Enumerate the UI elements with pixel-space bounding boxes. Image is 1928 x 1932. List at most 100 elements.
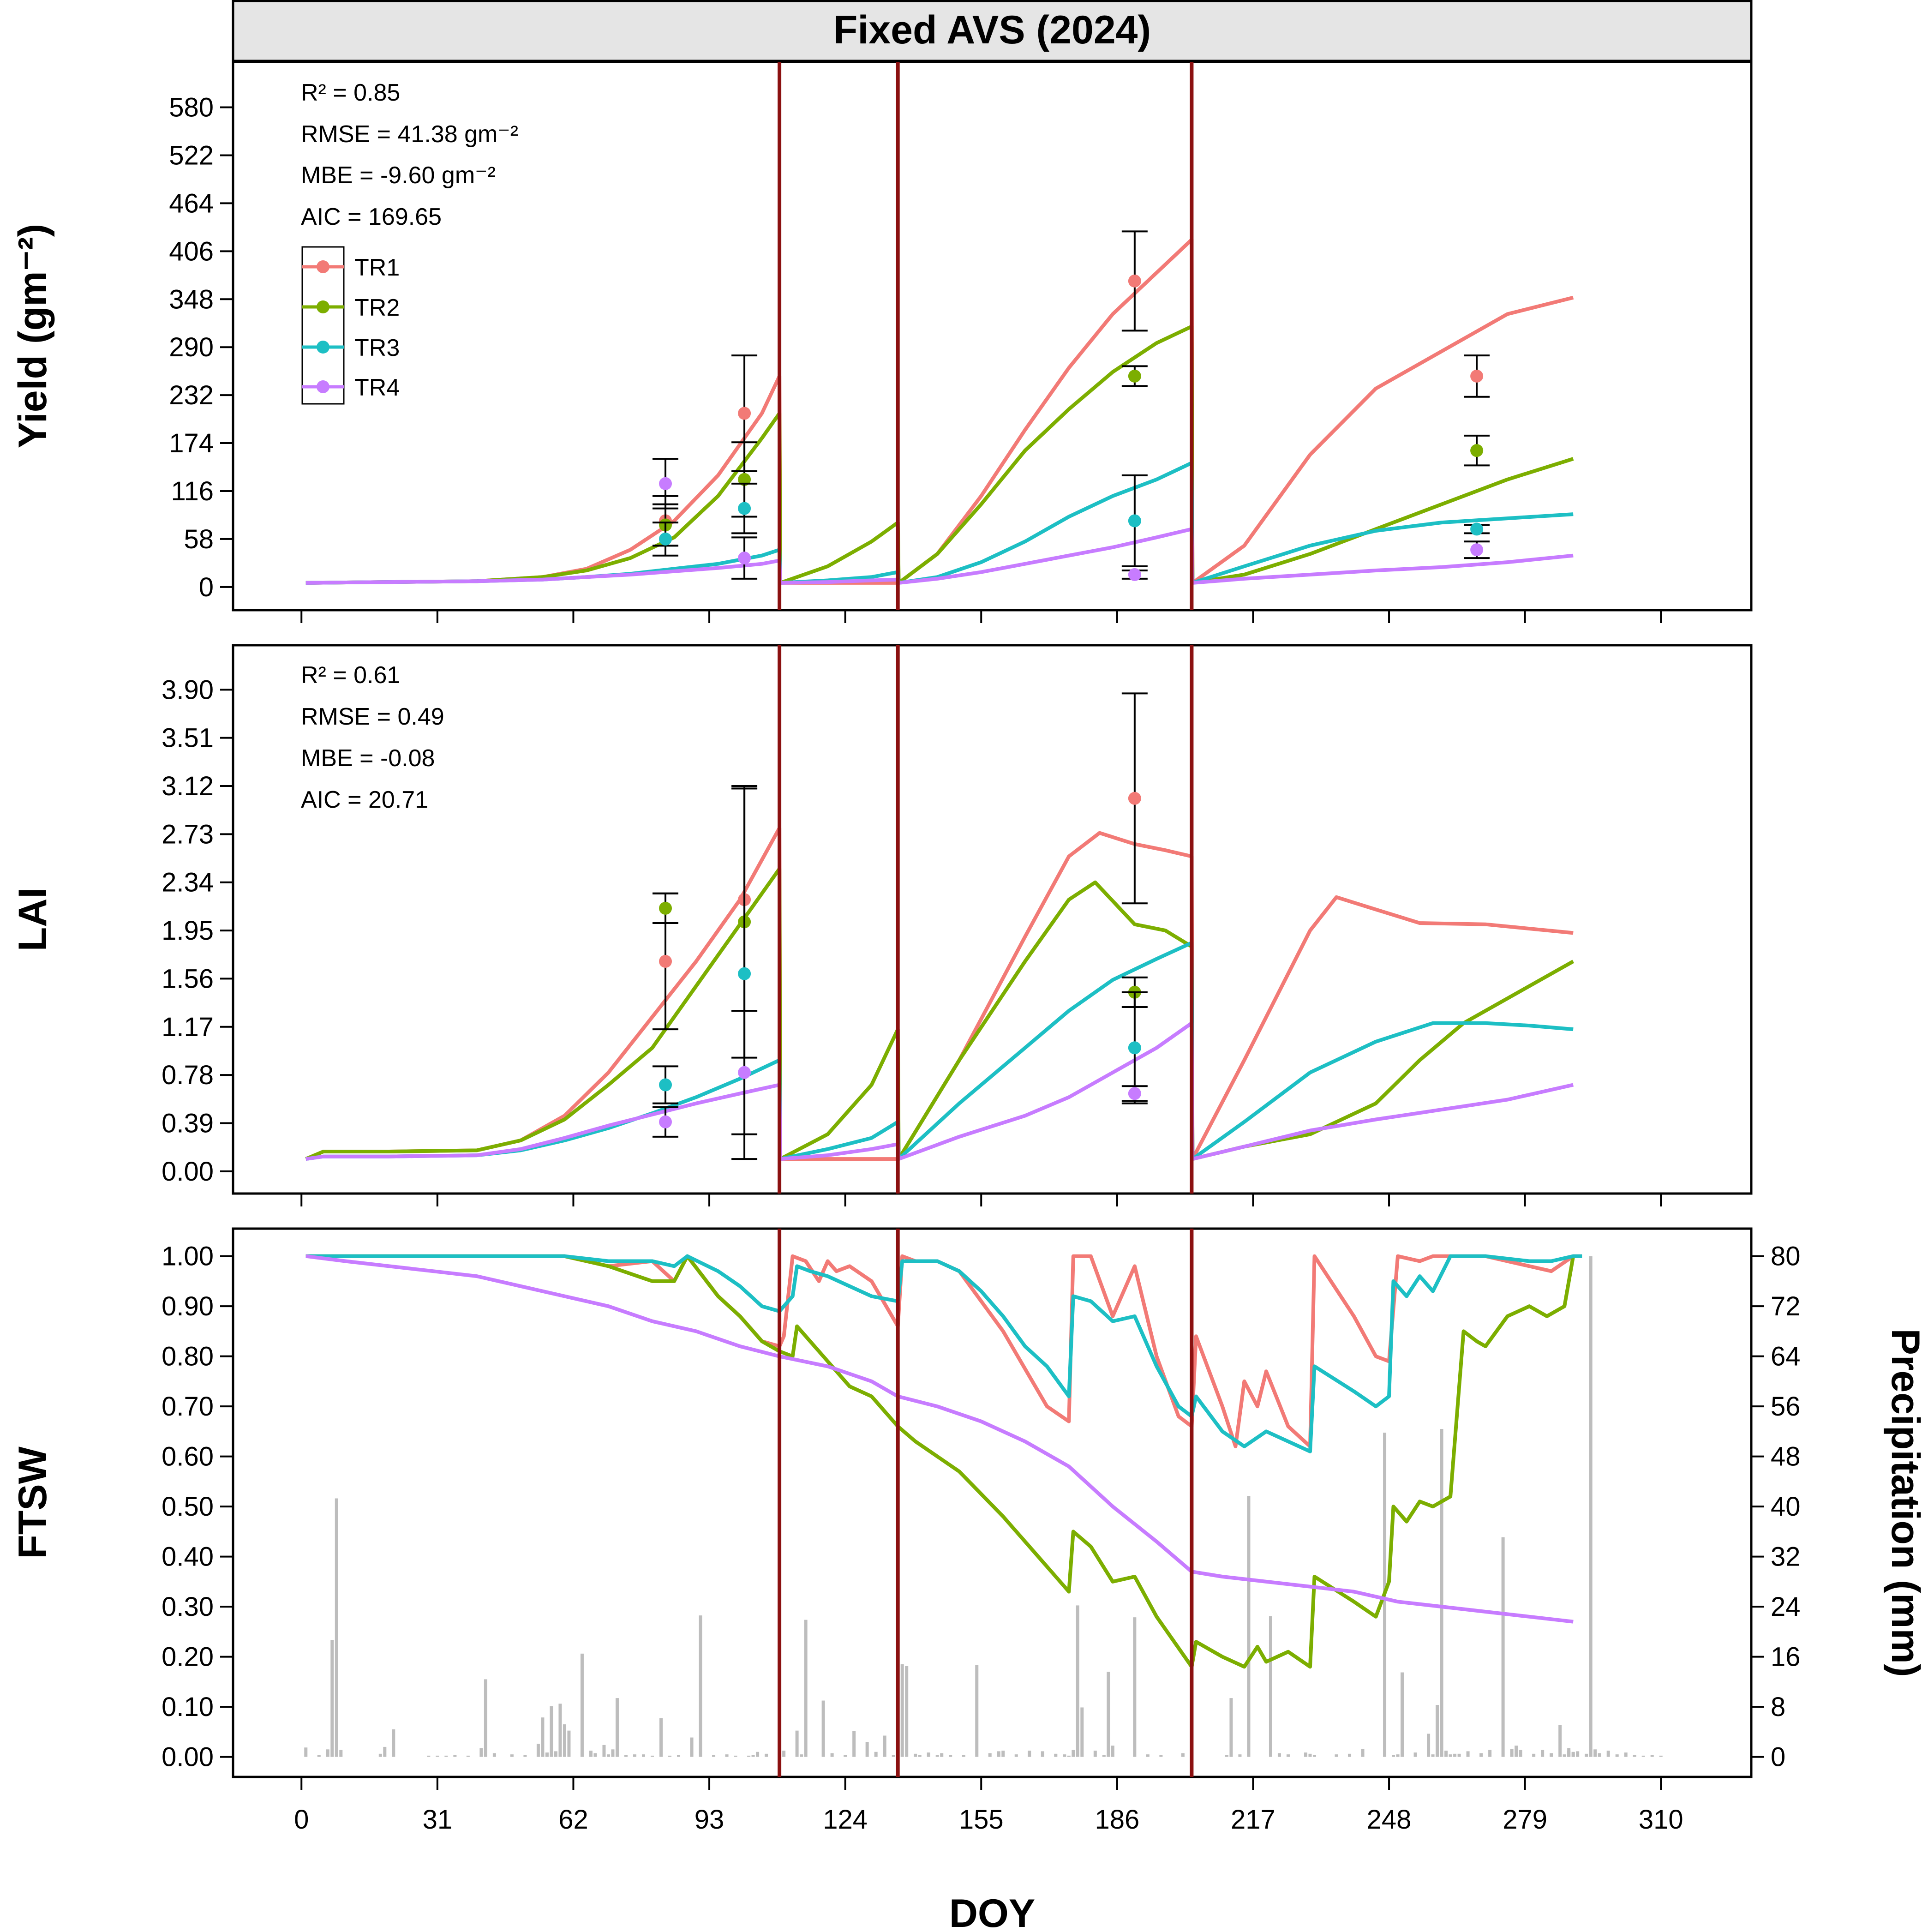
yield-obs-point-tr3	[659, 532, 672, 546]
precip-bar	[1515, 1746, 1518, 1757]
precip-bar	[335, 1498, 338, 1757]
precip-ytick-label: 56	[1771, 1392, 1801, 1422]
x-axis-title: DOY	[949, 1891, 1035, 1932]
precip-bar	[1238, 1754, 1242, 1757]
yield-ytick-label: 174	[169, 428, 214, 458]
precip-bar	[545, 1752, 549, 1757]
yield-obs-point-tr1	[1128, 274, 1141, 288]
precip-bar	[1269, 1616, 1272, 1757]
precip-bar	[997, 1751, 1000, 1757]
yield-ytick-label: 464	[169, 188, 214, 218]
lai-ytick-label: 3.12	[162, 771, 214, 801]
precip-bar	[1576, 1751, 1580, 1757]
yield-obs-point-tr3	[1128, 514, 1141, 528]
precip-ytick-label: 72	[1771, 1291, 1801, 1321]
precip-bar	[1413, 1752, 1417, 1757]
yield-ytick-label: 290	[169, 332, 214, 362]
precip-bar	[1063, 1754, 1066, 1757]
precip-bar	[988, 1753, 992, 1757]
precip-bar	[852, 1731, 856, 1757]
x-tick-label: 310	[1639, 1805, 1683, 1835]
legend-label-tr3: TR3	[354, 335, 400, 361]
precip-bar	[865, 1742, 869, 1757]
x-tick-label: 248	[1367, 1805, 1412, 1835]
ftsw-ytick-label: 1.00	[162, 1242, 214, 1272]
precip-bar	[821, 1700, 825, 1757]
yield-panel-frame	[232, 60, 1753, 612]
precip-bar	[844, 1755, 847, 1757]
precip-bar	[1532, 1753, 1536, 1757]
ftsw-plot-area	[305, 1254, 1582, 1669]
lai-ytick-label: 1.56	[162, 964, 214, 994]
precip-bar	[484, 1679, 487, 1757]
precip-bar	[1641, 1755, 1645, 1757]
precip-bar	[1501, 1537, 1505, 1757]
lai-ytick-label: 1.17	[162, 1012, 214, 1042]
lai-series-tr3	[305, 941, 1574, 1161]
ftsw-ytick-label: 0.20	[162, 1642, 214, 1672]
chart-title: Fixed AVS (2024)	[833, 8, 1151, 52]
ftsw-series-tr2	[305, 1254, 1575, 1669]
ftsw-ytick-label: 0.50	[162, 1492, 214, 1522]
precip-bar	[536, 1744, 540, 1757]
precip-bar	[874, 1752, 878, 1757]
yield-ytick-label: 58	[184, 524, 214, 554]
precip-bar	[492, 1753, 496, 1757]
legend-item-tr3: TR3	[302, 335, 400, 361]
precip-bar	[558, 1704, 562, 1757]
precip-bar	[436, 1755, 439, 1757]
precip-bar	[935, 1755, 939, 1757]
precip-ytick-label: 0	[1771, 1742, 1785, 1772]
x-tick-label: 217	[1231, 1805, 1275, 1835]
precip-bar	[427, 1755, 431, 1757]
yield-ytick-label: 116	[171, 476, 214, 506]
ftsw-ytick-label: 0.10	[162, 1692, 214, 1722]
precip-bar	[1589, 1256, 1593, 1757]
precip-axis-title: Precipitation (mm)	[1883, 1329, 1928, 1677]
precip-bar	[1606, 1751, 1610, 1757]
x-tick-label: 93	[695, 1805, 724, 1835]
precip-bar	[1076, 1605, 1079, 1757]
precip-ytick-label: 80	[1771, 1242, 1801, 1272]
precip-bar	[800, 1754, 803, 1757]
precip-bar	[1054, 1753, 1058, 1757]
precip-bar	[905, 1666, 909, 1757]
precip-bar	[940, 1753, 944, 1757]
lai-stat-mbe: MBE = -0.08	[301, 745, 435, 772]
precip-bar	[1444, 1751, 1448, 1757]
precip-bar	[1348, 1753, 1352, 1757]
lai-obs-point-tr4	[1128, 1087, 1141, 1100]
precip-bar	[615, 1698, 619, 1757]
precip-bar	[580, 1653, 584, 1757]
precip-bar	[677, 1755, 681, 1757]
title-strip	[232, 0, 1753, 62]
precip-bar	[479, 1748, 483, 1757]
precip-bar	[1181, 1753, 1185, 1757]
precip-bar	[304, 1747, 308, 1757]
yield-ytick-label: 406	[169, 236, 214, 266]
yield-obs-point-tr2	[1128, 369, 1141, 383]
precip-bar	[606, 1754, 610, 1757]
precip-bar	[975, 1665, 979, 1757]
precip-bar	[383, 1746, 387, 1757]
lai-obs-point-tr3	[738, 967, 751, 980]
precip-ytick-label: 24	[1771, 1592, 1801, 1622]
lai-ytick-label: 0.78	[162, 1060, 214, 1090]
precip-bar	[611, 1749, 615, 1757]
precip-bar	[326, 1749, 329, 1757]
precip-bar	[1159, 1755, 1163, 1757]
lai-ytick-label: 3.51	[162, 723, 214, 753]
legend-item-tr1: TR1	[302, 254, 400, 281]
precip-bar	[804, 1620, 808, 1757]
yield-panel: Yield (gm⁻²) R² = 0.85 RMSE = 41.38 gm⁻²…	[11, 60, 1753, 623]
precip-bar	[1615, 1754, 1619, 1757]
precip-bar	[1107, 1672, 1110, 1757]
ftsw-axis-title: FTSW	[11, 1446, 55, 1559]
precip-bar	[1479, 1753, 1483, 1757]
precip-bar	[1392, 1755, 1395, 1757]
legend-item-tr4: TR4	[302, 374, 400, 401]
precip-bar	[567, 1730, 571, 1757]
precip-bar	[1624, 1752, 1628, 1757]
precip-bar	[1146, 1754, 1150, 1757]
legend-dot-tr3	[317, 341, 329, 354]
